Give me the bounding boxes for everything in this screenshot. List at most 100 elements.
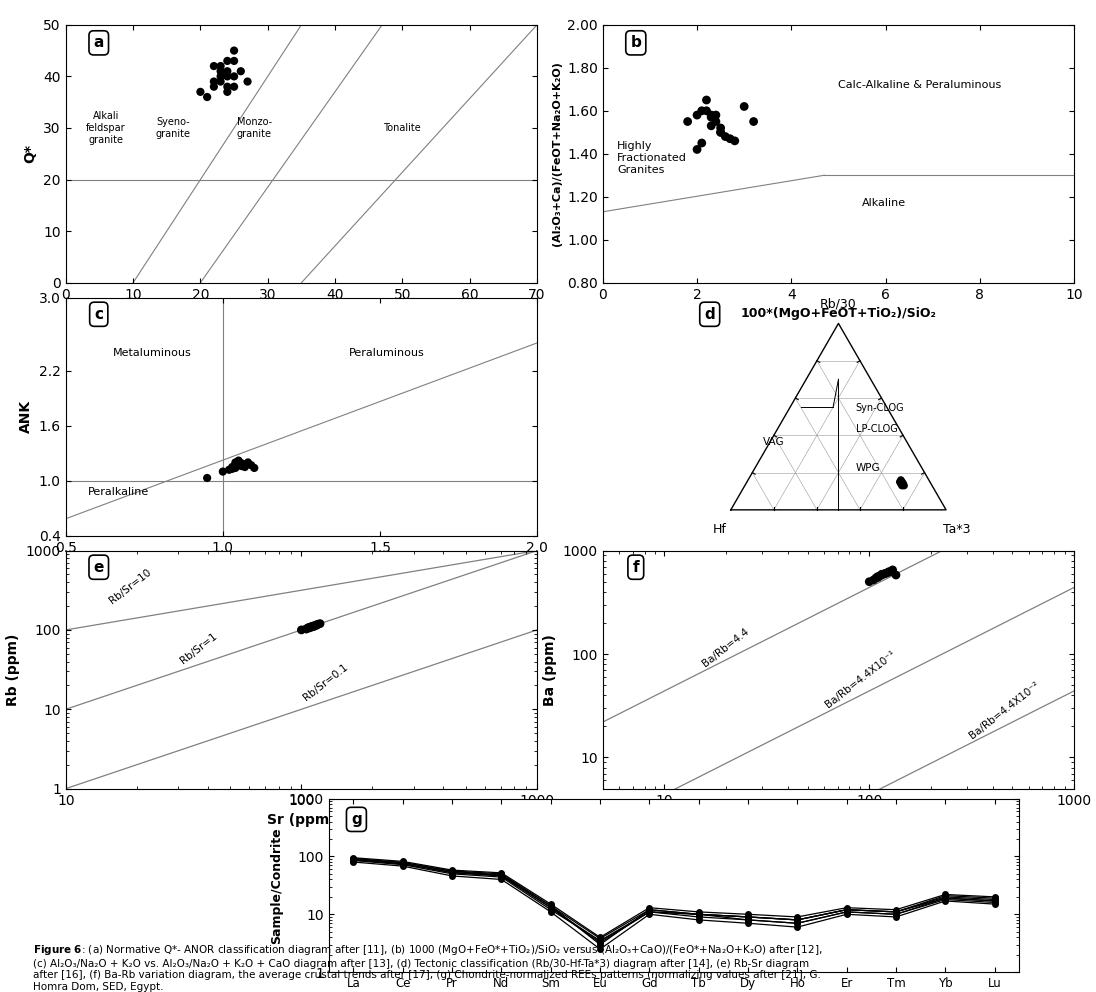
Point (872, 566, 890, 582)
Point (693, 103, 710, 119)
Point (233, 455, 251, 471)
Point (226, 53, 243, 68)
Text: a: a (93, 36, 104, 51)
Point (717, 129, 734, 145)
Point (302, 619, 320, 635)
Point (869, 568, 887, 584)
Point (698, 92, 716, 108)
Point (707, 114, 724, 130)
Text: Syn-CLOG: Syn-CLOG (856, 403, 904, 413)
Text: Alkali
feldspar
granite: Alkali feldspar granite (87, 111, 126, 145)
Point (880, 564, 898, 580)
X-axis label: Rb (ppm): Rb (ppm) (802, 813, 875, 827)
Point (745, 114, 763, 130)
Y-axis label: Rb (ppm): Rb (ppm) (7, 634, 20, 705)
Text: Rb/Sr=10: Rb/Sr=10 (107, 567, 153, 606)
Point (299, 620, 317, 636)
Point (698, 103, 716, 119)
Point (880, 563, 898, 579)
Point (895, 478, 913, 494)
Point (227, 456, 244, 472)
Point (227, 460, 244, 476)
Y-axis label: Sample/Condrite: Sample/Condrite (271, 827, 283, 943)
Point (876, 566, 893, 582)
Point (887, 567, 904, 583)
Point (872, 567, 890, 583)
Point (712, 124, 730, 140)
X-axis label: 100*(MgO+FeOT+TiO₂)/SiO₂: 100*(MgO+FeOT+TiO₂)/SiO₂ (741, 308, 936, 320)
Point (305, 618, 322, 634)
Text: Peraluminous: Peraluminous (349, 347, 424, 357)
Text: Tonalite: Tonalite (384, 123, 421, 133)
Point (239, 454, 256, 470)
Text: Hf: Hf (713, 523, 727, 536)
Text: $\bf{Figure\ 6}$: (a) Normative Q*- ANOR classification diagram after [11], (b) : $\bf{Figure\ 6}$: (a) Normative Q*- ANOR… (33, 943, 822, 992)
Point (726, 133, 743, 149)
Point (198, 89, 216, 105)
Point (293, 622, 310, 638)
Text: Ba/Rb=4.4X10⁻¹: Ba/Rb=4.4X10⁻¹ (824, 649, 898, 709)
Text: b: b (630, 36, 641, 51)
Y-axis label: ANK: ANK (20, 400, 33, 434)
Point (860, 573, 878, 589)
Point (891, 474, 909, 490)
Point (693, 135, 710, 151)
Point (688, 142, 706, 158)
Text: Syeno-
granite: Syeno- granite (156, 117, 191, 139)
Text: d: d (705, 307, 715, 321)
Text: Ba/Rb=4.4X10⁻²: Ba/Rb=4.4X10⁻² (967, 680, 1041, 741)
Point (300, 620, 318, 636)
Y-axis label: Q*: Q* (24, 144, 37, 164)
Point (227, 454, 244, 470)
Point (877, 565, 894, 581)
Point (212, 63, 229, 79)
Point (883, 562, 901, 578)
Point (735, 98, 753, 114)
Point (309, 617, 327, 633)
Y-axis label: (Al₂O₃+Ca)/(FeOT+Na₂O+K₂O): (Al₂O₃+Ca)/(FeOT+Na₂O+K₂O) (551, 62, 561, 246)
Text: Rb/Sr=0.1: Rb/Sr=0.1 (301, 663, 350, 703)
X-axis label: ACNK: ACNK (279, 560, 323, 574)
Point (218, 84, 236, 100)
Point (712, 124, 730, 140)
Point (226, 68, 243, 84)
Point (894, 476, 912, 492)
Point (230, 452, 248, 468)
Point (298, 621, 316, 637)
Text: c: c (94, 307, 103, 321)
Text: Peralkaline: Peralkaline (88, 487, 149, 497)
Point (218, 53, 236, 68)
Point (712, 120, 730, 136)
Point (218, 78, 236, 94)
Point (212, 59, 229, 74)
Text: Monzo-
granite: Monzo- granite (237, 117, 272, 139)
Text: LP-CLOG: LP-CLOG (856, 425, 898, 434)
Point (703, 107, 720, 123)
Point (226, 43, 243, 59)
Point (242, 457, 260, 473)
Point (703, 118, 720, 134)
Point (224, 459, 241, 475)
X-axis label: ANOR: ANOR (278, 308, 324, 321)
Point (233, 456, 251, 472)
Point (233, 458, 251, 474)
Point (220, 462, 238, 478)
Text: Highly
Fractionated
Granites: Highly Fractionated Granites (617, 142, 687, 175)
Text: Ta*3: Ta*3 (943, 523, 971, 536)
X-axis label: Sr (ppm): Sr (ppm) (267, 813, 335, 827)
Text: WPG: WPG (856, 463, 880, 473)
Text: Rb/Sr=1: Rb/Sr=1 (179, 631, 219, 666)
Point (205, 73, 222, 89)
Point (894, 476, 912, 492)
Point (236, 459, 253, 475)
Point (707, 107, 724, 123)
Text: g: g (351, 811, 362, 827)
Point (309, 616, 327, 632)
Point (688, 107, 706, 123)
Point (214, 463, 231, 479)
Point (230, 457, 248, 473)
Point (218, 63, 236, 79)
Point (867, 569, 884, 585)
Point (198, 470, 216, 486)
Point (878, 564, 895, 580)
